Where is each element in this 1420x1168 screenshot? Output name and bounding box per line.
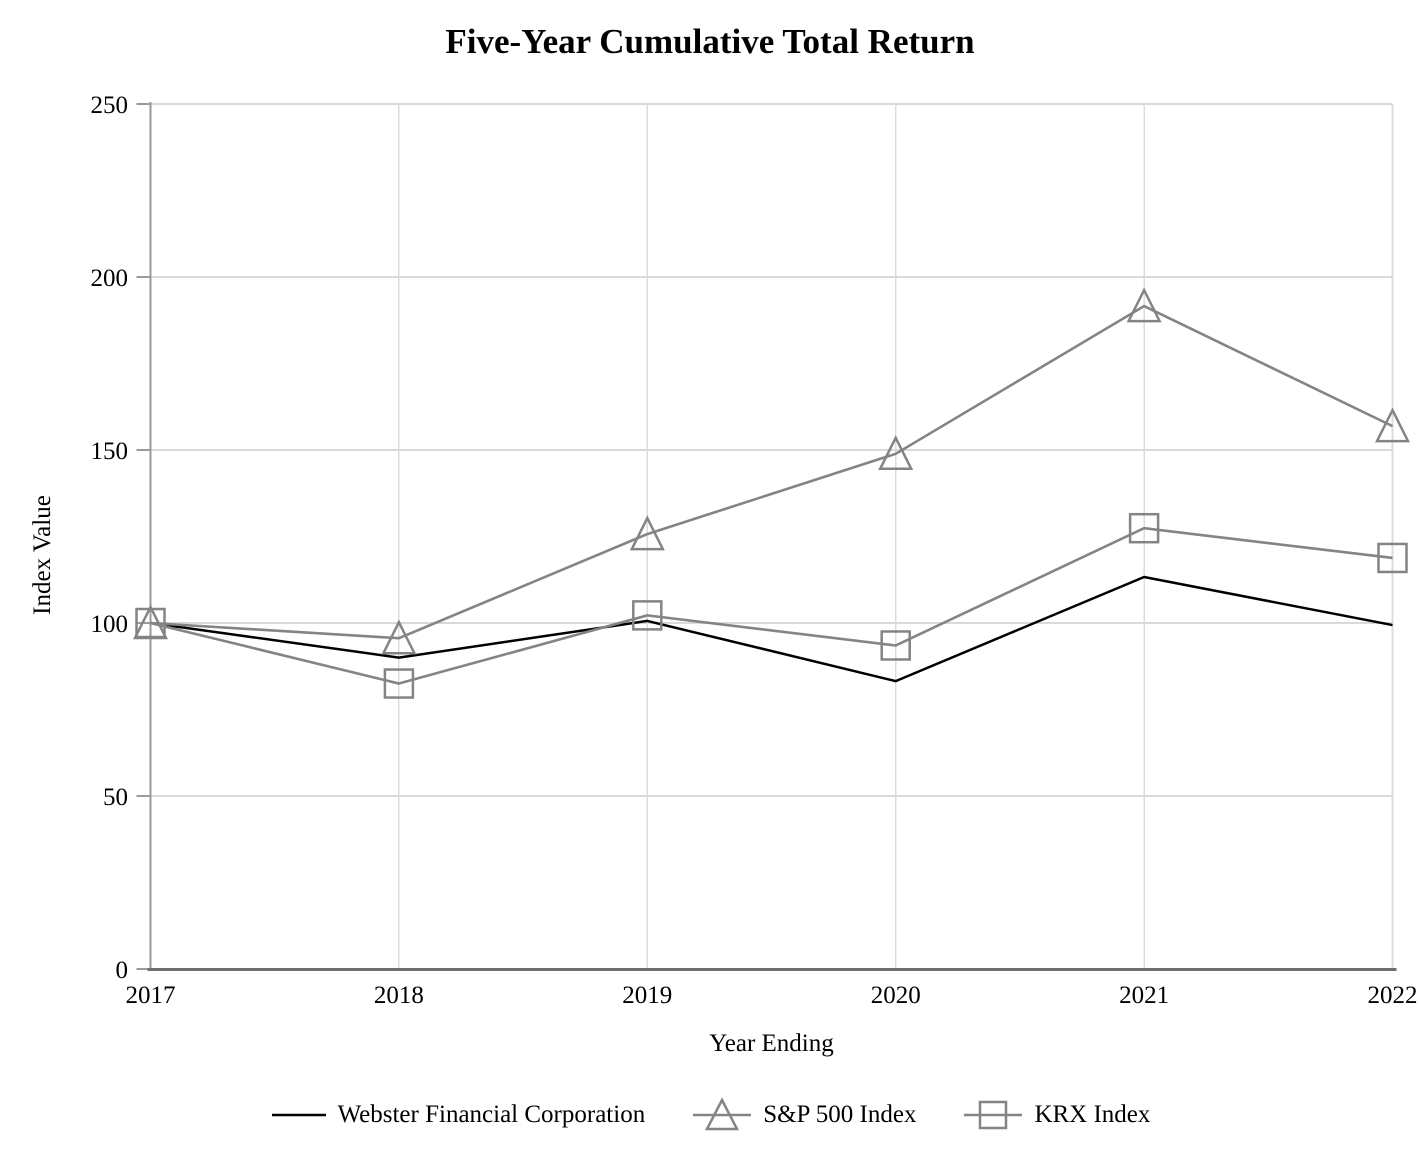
sp500-triangle-swatch <box>693 1097 752 1131</box>
square-marker <box>632 600 663 631</box>
plot-area: 0 50 100 150 200 250 2017 2018 2019 2020 2021 2022 Y… <box>29 92 1418 1057</box>
legend-label-krx: KRX Index <box>1034 1101 1151 1128</box>
legend-label-sp500: S&P 500 Index <box>763 1101 917 1128</box>
series-line-s-p-500-index <box>150 304 1394 640</box>
legend-item-webster: Webster Financial Corporation <box>270 1098 646 1132</box>
webster-line-swatch <box>271 1113 326 1117</box>
x-tick-label: 2018 <box>374 982 424 1009</box>
triangle-marker <box>629 515 665 551</box>
x-tick-label: 2020 <box>871 982 921 1009</box>
square-marker <box>1128 512 1160 544</box>
x-axis-title: Year Ending <box>709 1030 834 1057</box>
square-marker <box>135 607 166 639</box>
y-tick-label: 50 <box>103 784 128 811</box>
square-marker <box>880 630 911 661</box>
y-tick-label: 150 <box>91 438 129 465</box>
legend: Webster Financial Corporation S&P 500 In… <box>0 1096 1420 1134</box>
legend-label-webster: Webster Financial Corporation <box>337 1101 646 1128</box>
y-axis-title: Index Value <box>29 495 56 615</box>
chart-title: Five-Year Cumulative Total Return <box>445 22 975 61</box>
y-tick-label: 100 <box>91 611 129 638</box>
triangle-marker <box>1374 407 1411 443</box>
x-tick-label: 2021 <box>1119 982 1169 1009</box>
legend-item-sp500: S&P 500 Index <box>691 1096 916 1134</box>
y-tick-label: 200 <box>91 265 129 292</box>
triangle-marker <box>1126 287 1162 323</box>
series-line-krx-index <box>150 526 1393 685</box>
x-tick-label: 2019 <box>622 982 672 1009</box>
triangle-marker <box>381 619 417 655</box>
series-line-webster-financial-corporation <box>150 575 1393 683</box>
x-tick-label: 2017 <box>126 982 176 1009</box>
krx-square-swatch <box>964 1100 1023 1130</box>
legend-item-krx: KRX Index <box>962 1096 1150 1134</box>
y-tick-label: 250 <box>91 92 129 119</box>
square-marker <box>1377 542 1408 574</box>
y-tick-label: 0 <box>116 957 129 984</box>
triangle-marker <box>878 435 914 471</box>
x-tick-label: 2022 <box>1368 982 1418 1009</box>
square-marker <box>383 668 415 699</box>
